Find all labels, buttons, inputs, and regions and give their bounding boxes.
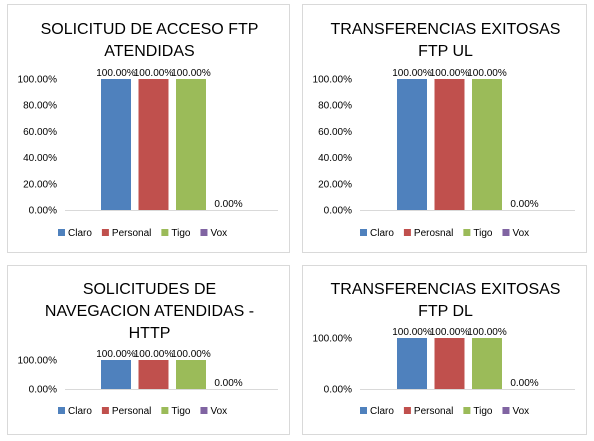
data-label-perosnal: 100.00% xyxy=(430,68,470,79)
chart-ftp-ul: TRANSFERENCIAS EXITOSAS FTP UL 0.00% 20.00%… xyxy=(313,21,575,239)
y-tick-label: 80.00% xyxy=(318,101,352,112)
bar-claro xyxy=(397,79,427,210)
y-tick-label: 20.00% xyxy=(23,179,57,190)
legend: Claro Personal Tigo Vox xyxy=(58,228,227,239)
data-label-personal: 100.00% xyxy=(430,327,470,338)
chart-panel-http: SOLICITUDES DE NAVEGACION ATENDIDAS - HTTP… xyxy=(7,265,290,435)
y-tick-label: 40.00% xyxy=(23,153,57,164)
bar-tigo xyxy=(472,79,502,210)
data-label-vox: 0.00% xyxy=(510,378,538,389)
legend-swatch-claro xyxy=(58,229,65,236)
data-label-tigo: 100.00% xyxy=(171,68,211,79)
legend-swatch-vox xyxy=(200,407,208,414)
y-tick-label: 40.00% xyxy=(318,153,352,164)
chart-ftp-access: SOLICITUD DE ACCESO FTP ATENDIDAS 0.00% 20.… xyxy=(18,21,278,239)
legend-swatch-personal xyxy=(403,407,411,414)
legend-label-vox: Vox xyxy=(210,406,227,417)
bar-tigo xyxy=(472,338,502,389)
legend-label-claro: Claro xyxy=(68,406,92,417)
chart-http: SOLICITUDES DE NAVEGACION ATENDIDAS - HTTP… xyxy=(18,281,278,417)
legend-label-vox: Vox xyxy=(210,228,227,239)
bar-tigo xyxy=(176,79,206,210)
legend-label-personal: Personal xyxy=(112,406,151,417)
y-tick-label: 0.00% xyxy=(324,385,352,396)
legend-swatch-personal xyxy=(101,407,109,414)
legend: Claro Perosnal Tigo Vox xyxy=(360,228,529,239)
y-tick-label: 100.00% xyxy=(313,75,353,86)
y-tick-label: 80.00% xyxy=(23,101,57,112)
y-tick-label: 100.00% xyxy=(313,334,353,345)
y-tick-label: 100.00% xyxy=(18,356,58,367)
legend-swatch-tigo xyxy=(161,229,169,236)
legend-swatch-claro xyxy=(360,407,367,414)
legend-label-vox: Vox xyxy=(512,406,529,417)
y-tick-label: 60.00% xyxy=(23,127,57,138)
legend-label-claro: Claro xyxy=(370,406,394,417)
legend: Claro Personal Tigo Vox xyxy=(360,406,529,417)
bar-claro xyxy=(397,338,427,389)
legend-label-claro: Claro xyxy=(68,228,92,239)
data-label-vox: 0.00% xyxy=(214,378,242,389)
y-tick-label: 0.00% xyxy=(29,206,57,217)
legend-label-tigo: Tigo xyxy=(473,228,493,239)
chart-title-line: HTTP xyxy=(129,325,171,342)
data-label-vox: 0.00% xyxy=(510,199,538,210)
data-label-personal: 100.00% xyxy=(134,349,174,360)
bar-perosnal xyxy=(434,79,465,210)
chart-title-line: TRANSFERENCIAS EXITOSAS xyxy=(331,281,561,298)
legend-swatch-vox xyxy=(502,407,510,414)
data-label-tigo: 100.00% xyxy=(467,327,507,338)
y-tick-label: 60.00% xyxy=(318,127,352,138)
legend-swatch-perosnal xyxy=(403,229,411,236)
chart-title-line: TRANSFERENCIAS EXITOSAS xyxy=(331,21,561,38)
chart-panel-ftp-dl: TRANSFERENCIAS EXITOSAS FTP DL 0.00% 100.00… xyxy=(302,265,587,435)
data-label-claro: 100.00% xyxy=(392,68,432,79)
data-label-claro: 100.00% xyxy=(392,327,432,338)
y-tick-label: 0.00% xyxy=(324,206,352,217)
bar-personal xyxy=(138,360,169,389)
legend-swatch-vox xyxy=(200,229,208,236)
data-label-tigo: 100.00% xyxy=(467,68,507,79)
data-label-personal: 100.00% xyxy=(134,68,174,79)
legend-label-tigo: Tigo xyxy=(473,406,493,417)
chart-title-line: NAVEGACION ATENDIDAS - xyxy=(45,303,254,320)
legend-label-tigo: Tigo xyxy=(171,406,191,417)
chart-panel-ftp-ul: TRANSFERENCIAS EXITOSAS FTP UL 0.00% 20.00%… xyxy=(302,4,587,253)
y-tick-label: 0.00% xyxy=(29,385,57,396)
chart-ftp-dl: TRANSFERENCIAS EXITOSAS FTP DL 0.00% 100.00… xyxy=(313,281,575,417)
bar-claro xyxy=(101,360,131,389)
data-label-vox: 0.00% xyxy=(214,199,242,210)
bar-claro xyxy=(101,79,131,210)
legend-swatch-vox xyxy=(502,229,510,236)
y-tick-label: 100.00% xyxy=(18,75,58,86)
legend-label-perosnal: Perosnal xyxy=(414,228,453,239)
bar-personal xyxy=(434,338,465,389)
y-tick-label: 20.00% xyxy=(318,179,352,190)
legend: Claro Personal Tigo Vox xyxy=(58,406,227,417)
chart-title-line: ATENDIDAS xyxy=(104,43,194,60)
legend-swatch-claro xyxy=(360,229,367,236)
chart-title-line: FTP DL xyxy=(418,303,473,320)
chart-title-line: FTP UL xyxy=(418,43,473,60)
chart-title-line: SOLICITUD DE ACCESO FTP xyxy=(41,21,259,38)
legend-swatch-tigo xyxy=(161,407,169,414)
legend-swatch-claro xyxy=(58,407,65,414)
bar-personal xyxy=(138,79,169,210)
bar-tigo xyxy=(176,360,206,389)
legend-swatch-personal xyxy=(101,229,109,236)
data-label-tigo: 100.00% xyxy=(171,349,211,360)
legend-label-tigo: Tigo xyxy=(171,228,191,239)
legend-label-personal: Personal xyxy=(414,406,453,417)
chart-title-line: SOLICITUDES DE xyxy=(83,281,216,298)
chart-panel-ftp-access: SOLICITUD DE ACCESO FTP ATENDIDAS 0.00% 20.… xyxy=(7,4,290,253)
data-label-claro: 100.00% xyxy=(96,68,136,79)
legend-swatch-tigo xyxy=(463,229,471,236)
legend-label-claro: Claro xyxy=(370,228,394,239)
legend-swatch-tigo xyxy=(463,407,471,414)
legend-label-vox: Vox xyxy=(512,228,529,239)
data-label-claro: 100.00% xyxy=(96,349,136,360)
legend-label-personal: Personal xyxy=(112,228,151,239)
